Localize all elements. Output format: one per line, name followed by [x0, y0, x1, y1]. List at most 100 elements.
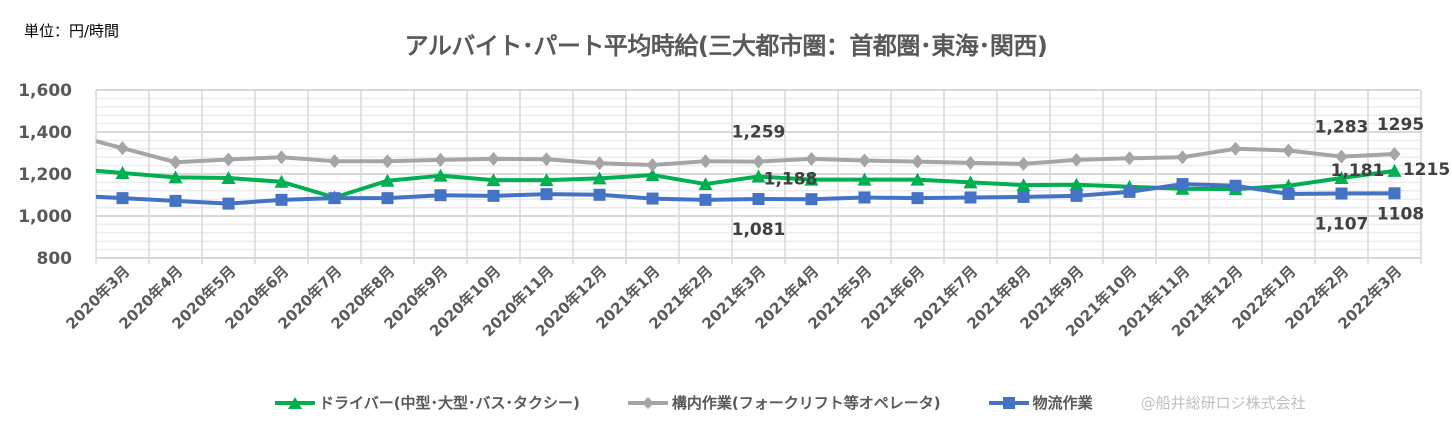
- data-point-square: [646, 192, 659, 205]
- data-point-square: [1017, 190, 1030, 203]
- data-point-diamond: [1123, 151, 1136, 166]
- data-point-diamond: [1282, 143, 1295, 158]
- legend: ドライバー(中型･大型･バス･タクシー) 構内作業(フォークリフト等オペレータ)…: [275, 392, 1306, 413]
- data-point-diamond: [593, 156, 606, 171]
- data-point-diamond: [1388, 147, 1401, 162]
- data-point-diamond: [1070, 152, 1083, 167]
- legend-label: ドライバー(中型･大型･バス･タクシー): [319, 394, 580, 412]
- unit-label: 単位：円/時間: [24, 22, 120, 40]
- data-point-triangle: [857, 172, 872, 186]
- data-point-triangle: [645, 168, 660, 182]
- legend-item-logistics: 物流作業: [988, 392, 1093, 413]
- data-point-diamond: [646, 157, 659, 172]
- data-point-triangle: [274, 174, 289, 188]
- data-point-triangle: [1334, 170, 1349, 184]
- triangle-marker-icon: [275, 396, 315, 409]
- data-point-square: [1229, 179, 1242, 192]
- legend-label: 物流作業: [1032, 394, 1093, 412]
- data-point-diamond: [116, 141, 129, 156]
- data-point-square: [1335, 187, 1348, 200]
- data-point-square: [964, 191, 977, 204]
- data-point-triangle: [115, 165, 130, 179]
- data-point-square: [222, 197, 235, 210]
- data-point-diamond: [1335, 149, 1348, 164]
- data-label: 1,081: [732, 220, 786, 240]
- y-tick-label: 1,000: [18, 207, 72, 227]
- data-point-diamond: [381, 154, 394, 169]
- data-point-square: [593, 188, 606, 201]
- data-point-triangle: [698, 177, 713, 191]
- data-point-triangle: [592, 171, 607, 185]
- data-point-diamond: [275, 150, 288, 165]
- data-point-triangle: [804, 172, 819, 186]
- square-marker-icon: [988, 396, 1029, 409]
- data-point-square: [1123, 185, 1136, 198]
- series-line: [95, 139, 1395, 167]
- data-point-diamond: [911, 154, 924, 169]
- data-label: 1,188: [764, 170, 818, 190]
- data-point-square: [434, 189, 447, 202]
- data-point-triangle: [539, 173, 554, 187]
- data-point-square: [540, 188, 553, 201]
- data-point-diamond: [858, 153, 871, 168]
- data-point-diamond: [540, 152, 553, 167]
- data-point-diamond: [328, 154, 341, 169]
- data-point-square: [328, 192, 341, 205]
- data-point-square: [1176, 178, 1189, 191]
- data-point-square: [911, 192, 924, 205]
- data-point-diamond: [699, 154, 712, 169]
- data-point-diamond: [1176, 150, 1189, 165]
- data-point-square: [116, 192, 129, 205]
- data-label: 1,107: [1315, 215, 1369, 235]
- data-point-square: [1070, 189, 1083, 202]
- data-point-square: [699, 193, 712, 206]
- data-point-diamond: [805, 151, 818, 166]
- legend-item-driver: ドライバー(中型･大型･バス･タクシー): [275, 392, 580, 413]
- data-point-square: [805, 193, 818, 206]
- data-label: 1,259: [732, 123, 786, 143]
- y-tick-label: 1,600: [18, 81, 72, 101]
- data-point-diamond: [222, 152, 235, 167]
- data-point-square: [1388, 187, 1401, 200]
- diamond-marker-icon: [627, 396, 668, 409]
- data-point-triangle: [486, 173, 501, 187]
- data-point-triangle: [751, 169, 766, 183]
- data-point-square: [858, 191, 871, 204]
- data-point-triangle: [963, 175, 978, 189]
- data-point-triangle: [910, 172, 925, 186]
- legend-label: 構内作業(フォークリフト等オペレータ): [671, 394, 941, 412]
- data-label: 1215: [1403, 160, 1450, 180]
- data-point-triangle: [1016, 178, 1031, 192]
- data-point-square: [1282, 187, 1295, 200]
- data-point-square: [381, 192, 394, 205]
- data-point-square: [752, 192, 765, 205]
- data-point-diamond: [1229, 141, 1242, 156]
- data-point-diamond: [487, 151, 500, 166]
- data-point-triangle: [380, 173, 395, 187]
- data-point-triangle: [221, 170, 236, 184]
- data-label: 1108: [1377, 204, 1424, 224]
- series-line: [95, 168, 1395, 200]
- data-point-square: [275, 193, 288, 206]
- y-tick-label: 1,200: [18, 165, 72, 185]
- data-point-triangle: [1069, 177, 1084, 191]
- legend-item-warehouse: 構内作業(フォークリフト等オペレータ): [627, 392, 941, 413]
- data-point-diamond: [1017, 156, 1030, 171]
- data-point-diamond: [964, 155, 977, 170]
- data-point-triangle: [433, 168, 448, 182]
- y-tick-label: 1,400: [18, 123, 72, 143]
- data-point-square: [487, 189, 500, 202]
- data-point-diamond: [169, 155, 182, 170]
- data-point-triangle: [1387, 163, 1402, 177]
- data-label: 1,181: [1331, 161, 1385, 181]
- data-label: 1,283: [1315, 118, 1369, 138]
- copyright-credit: @船井総研ロジ株式会社: [1140, 394, 1306, 412]
- data-label: 1295: [1377, 115, 1424, 135]
- data-point-diamond: [434, 152, 447, 167]
- data-point-triangle: [168, 170, 183, 184]
- y-tick-label: 800: [37, 249, 73, 269]
- data-point-square: [169, 194, 182, 207]
- chart-title: アルバイト･パート平均時給(三大都市圏：首都圏･東海･関西): [404, 32, 1048, 60]
- series-line: [95, 182, 1395, 206]
